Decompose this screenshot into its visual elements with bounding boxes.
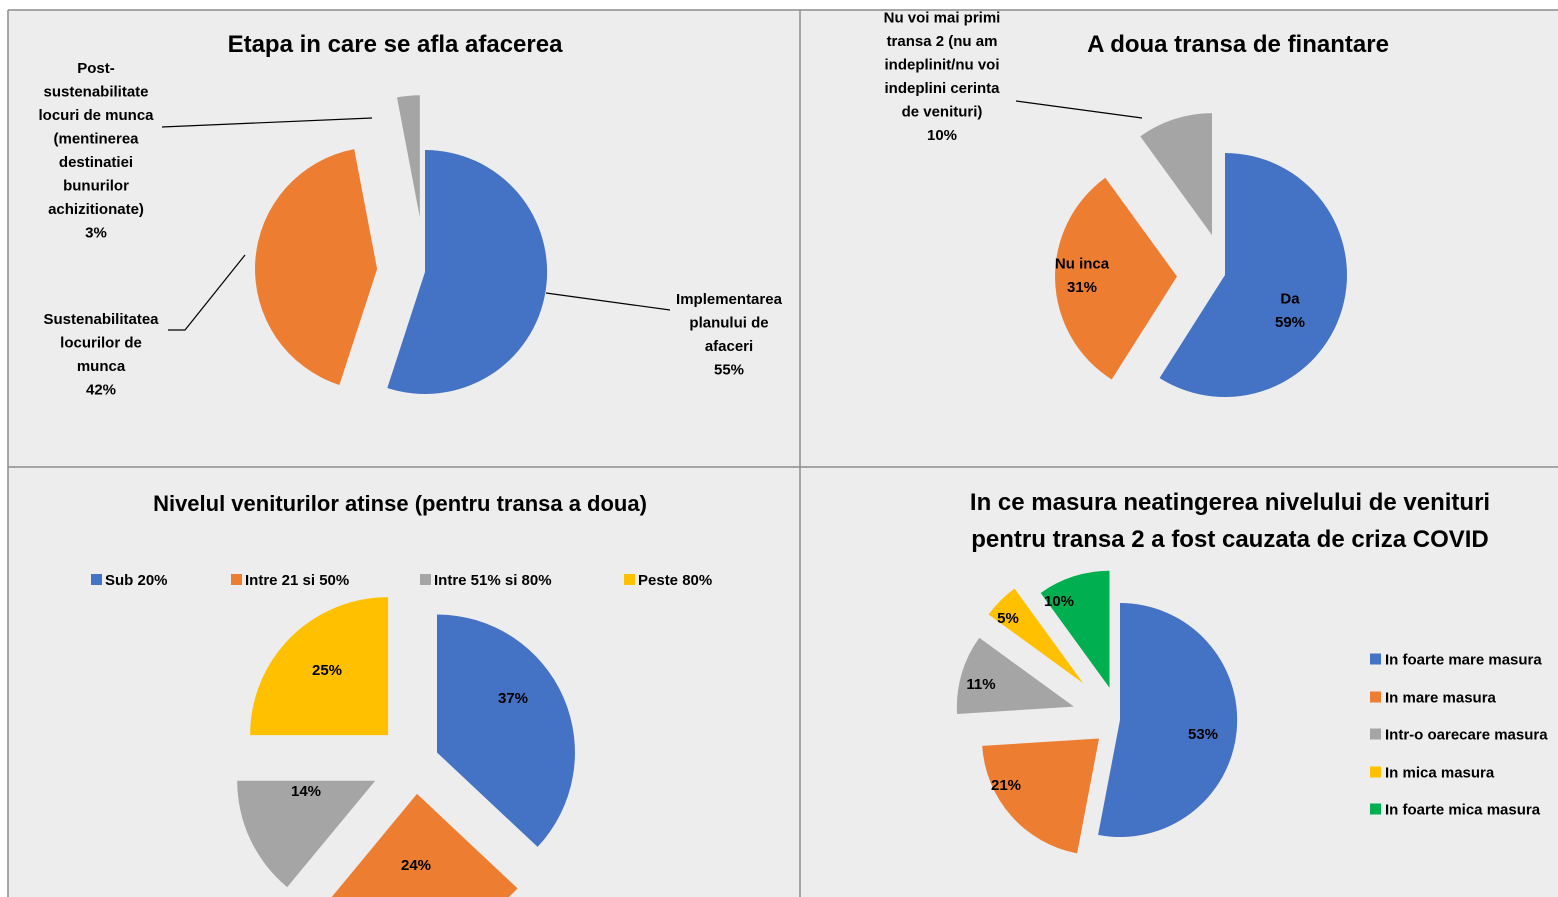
c2-slice-0	[1159, 153, 1347, 397]
c2-slice-label-0: Da 59%	[1275, 290, 1305, 331]
c1-slice-label-0-line-2: afaceri	[705, 338, 753, 355]
c2-slice-label-0-line-0: Da	[1280, 290, 1300, 307]
c1-slice-label-1-line-3: 42%	[86, 381, 116, 398]
c1-slice-label-2-line-3: (mentinerea	[53, 130, 139, 147]
chart-4-title-line-2: pentru transa 2 a fost cauzata de criza …	[971, 526, 1489, 553]
c1-slice-label-0-line-1: planului de	[689, 314, 768, 331]
c4-legend-swatch-4	[1370, 803, 1381, 815]
c1-slice-label-0-line-3: 55%	[714, 361, 744, 378]
c4-slice-label-3-line-0: 5%	[997, 610, 1019, 627]
c3-slice-label-2-line-0: 14%	[291, 783, 321, 800]
c4-legend-label-0: In foarte mare masura	[1385, 652, 1542, 669]
c4-slice-label-2: 11%	[966, 676, 995, 693]
c3-slice-label-0: 37%	[498, 690, 528, 707]
c2-slice-label-2-line-1: transa 2 (nu am	[887, 33, 998, 50]
c2-slice-label-2-line-5: 10%	[927, 127, 957, 144]
c3-legend-label-2: Intre 51% si 80%	[434, 572, 552, 589]
c4-legend-swatch-2	[1370, 728, 1381, 740]
c3-legend-swatch-3	[624, 574, 635, 585]
c1-slice-label-1-line-0: Sustenabilitatea	[43, 311, 159, 328]
c1-slice-label-2-line-6: achizitionate)	[48, 201, 144, 218]
c2-leader-line-2	[1015, 100, 1143, 119]
c2-slice-2	[1140, 113, 1212, 236]
c4-slice-label-0-line-0: 53%	[1188, 726, 1218, 743]
c1-slice-label-2-line-1: sustenabilitate	[43, 83, 148, 100]
c1-slice-label-2-line-0: Post-	[77, 60, 115, 77]
c4-slice-0	[1098, 602, 1238, 837]
c4-slice-3	[988, 588, 1084, 684]
c1-leader-line-2	[161, 117, 373, 128]
c4-legend-swatch-3	[1370, 766, 1381, 778]
c2-slice-label-2: Nu voi mai primi transa 2 (nu am indeplini…	[884, 9, 1001, 144]
c3-legend-swatch-2	[420, 574, 431, 585]
c4-slice-2	[956, 637, 1074, 714]
c3-slice-3	[250, 597, 389, 736]
c4-slice-label-1-line-0: 21%	[991, 777, 1021, 794]
c3-legend-swatch-0	[91, 574, 102, 585]
chart-1-title: Etapa in care se afla afacerea	[228, 31, 564, 58]
c1-leader-line-0	[545, 292, 671, 311]
c4-slice-label-3: 5%	[997, 610, 1019, 627]
c2-slice-label-1-line-0: Nu inca	[1055, 255, 1110, 272]
c3-slice-label-0-line-0: 37%	[498, 690, 528, 707]
c2-slice-label-2-line-4: de venituri)	[902, 103, 983, 120]
c3-slice-label-2: 14%	[291, 783, 321, 800]
c4-legend-swatch-0	[1370, 653, 1381, 665]
chart-2-title: A doua transa de finantare	[1087, 31, 1389, 58]
c2-slice-1	[1055, 177, 1177, 380]
c3-legend-swatch-1	[231, 574, 242, 585]
c1-slice-label-1: Sustenabilitatea locurilor de munca 42%	[43, 311, 159, 399]
c2-slice-label-2-line-2: indeplinit/nu voi	[885, 56, 1000, 73]
c3-legend-label-1: Intre 21 si 50%	[245, 572, 349, 589]
c3-slice-label-1: 24%	[401, 857, 431, 874]
c1-slice-label-0: Implementarea planului de afaceri 55%	[676, 291, 783, 379]
c4-slice-label-0: 53%	[1188, 726, 1218, 743]
c4-slice-label-4-line-0: 10%	[1044, 593, 1074, 610]
chart-4-title-line-1: In ce masura neatingerea nivelului de ve…	[970, 489, 1490, 516]
c3-legend-label-3: Peste 80%	[638, 572, 712, 589]
c3-slice-2	[237, 780, 376, 888]
c3-slice-0	[437, 614, 575, 847]
c1-slice-label-2-line-4: destinatiei	[59, 154, 133, 171]
panel-background	[8, 10, 1558, 897]
c4-slice-4	[1040, 570, 1110, 688]
c3-slice-label-3: 25%	[312, 662, 342, 679]
c1-slice-1	[255, 149, 378, 385]
c4-slice-1	[982, 738, 1099, 854]
c3-legend-label-0: Sub 20%	[105, 572, 168, 589]
c4-legend-swatch-1	[1370, 691, 1381, 703]
c1-slice-label-1-line-2: munca	[77, 358, 126, 375]
c1-slice-label-2-line-5: bunurilor	[63, 177, 129, 194]
c2-slice-label-1-line-1: 31%	[1067, 279, 1097, 296]
c1-slice-label-2: Post-sustenabilitate locuri de munca (ment…	[38, 60, 154, 242]
c1-slice-0	[387, 149, 548, 394]
chart-1-stage: Etapa in care se afla afacerea Implement…	[38, 31, 782, 398]
c4-legend-label-4: In foarte mica masura	[1385, 802, 1541, 819]
chart-3-revenue-level: Nivelul veniturilor atinse (pentru trans…	[91, 491, 712, 897]
c1-slice-2	[397, 95, 420, 218]
chart-3-title: Nivelul veniturilor atinse (pentru trans…	[153, 491, 647, 516]
c4-slice-label-4: 10%	[1044, 593, 1074, 610]
c3-slice-label-3-line-0: 25%	[312, 662, 342, 679]
chart-4-covid-impact: In ce masura neatingerea nivelului de ve…	[956, 489, 1548, 854]
c4-legend-label-2: Intr-o oarecare masura	[1385, 727, 1548, 744]
c1-slice-label-2-line-7: 3%	[85, 224, 107, 241]
c3-slice-label-1-line-0: 24%	[401, 857, 431, 874]
chart-2-funding: A doua transa de finantare Da 59% Nu inca 3…	[884, 9, 1389, 397]
c2-slice-label-2-line-3: indeplini cerinta	[884, 80, 1000, 97]
c1-slice-label-2-line-2: locuri de munca	[38, 107, 154, 124]
c1-leader-line-1	[168, 254, 246, 331]
c4-legend-label-3: In mica masura	[1385, 765, 1495, 782]
c3-slice-1	[331, 793, 518, 897]
c4-slice-label-1: 21%	[991, 777, 1021, 794]
c4-slice-label-2-line-0: 11%	[966, 676, 995, 693]
c1-slice-label-0-line-0: Implementarea	[676, 291, 783, 308]
c2-slice-label-2-line-0: Nu voi mai primi	[884, 9, 1001, 26]
c4-legend-label-1: In mare masura	[1385, 690, 1497, 707]
c2-slice-label-0-line-1: 59%	[1275, 314, 1305, 331]
c2-slice-label-1: Nu inca 31%	[1055, 255, 1110, 296]
c1-slice-label-1-line-1: locurilor de	[60, 334, 142, 351]
